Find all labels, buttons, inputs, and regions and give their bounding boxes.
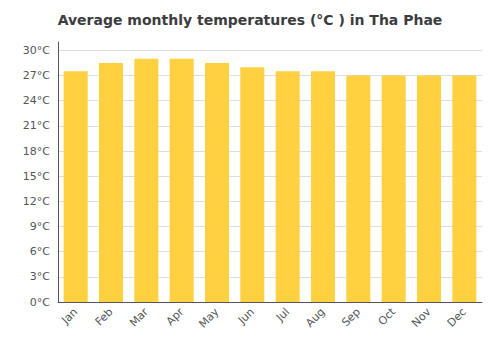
svg-text:30°C: 30°C [23, 44, 50, 57]
svg-text:Apr: Apr [164, 305, 187, 328]
svg-text:Dec: Dec [445, 305, 469, 329]
svg-text:Feb: Feb [93, 305, 116, 328]
svg-text:3°C: 3°C [30, 270, 50, 283]
svg-text:27°C: 27°C [23, 69, 50, 82]
svg-text:Aug: Aug [303, 305, 327, 329]
svg-text:Average monthly temperatures (: Average monthly temperatures (°C ) in Th… [58, 12, 443, 28]
svg-text:6°C: 6°C [30, 245, 50, 258]
svg-text:24°C: 24°C [23, 94, 50, 107]
svg-text:Oct: Oct [376, 305, 399, 328]
svg-text:21°C: 21°C [23, 119, 50, 132]
svg-text:15°C: 15°C [23, 170, 50, 183]
svg-text:18°C: 18°C [23, 145, 50, 158]
svg-text:Jul: Jul [273, 305, 292, 324]
svg-text:Jan: Jan [58, 305, 80, 327]
svg-text:Nov: Nov [409, 305, 434, 330]
svg-text:Sep: Sep [339, 305, 363, 329]
svg-text:Mar: Mar [127, 305, 151, 329]
svg-text:9°C: 9°C [30, 220, 50, 233]
svg-text:0°C: 0°C [30, 296, 50, 309]
svg-text:May: May [196, 305, 222, 331]
svg-text:12°C: 12°C [23, 195, 50, 208]
svg-text:Jun: Jun [235, 305, 257, 327]
